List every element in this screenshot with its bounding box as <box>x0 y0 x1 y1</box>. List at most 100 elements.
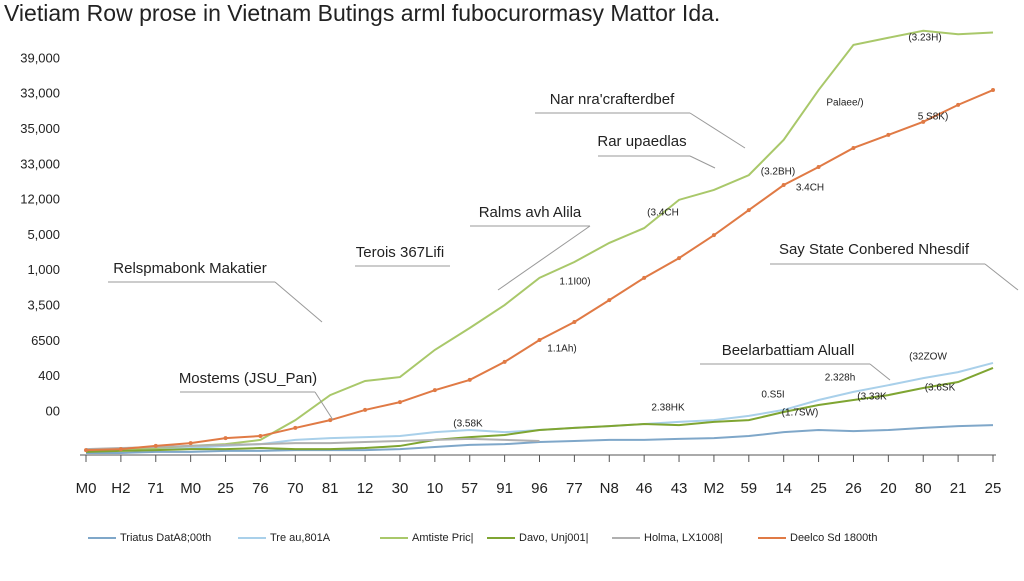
point <box>84 448 88 453</box>
point <box>746 208 751 213</box>
note-label: 3.4CH <box>796 183 824 194</box>
x-tick-label: 25 <box>217 480 234 497</box>
note-label: Palaee/) <box>826 98 863 109</box>
x-tick-label: N8 <box>600 480 619 497</box>
point <box>991 88 995 93</box>
leader-line <box>689 112 746 149</box>
annotation: Terois 367Lifi <box>356 244 444 261</box>
y-tick-label: 5,000 <box>27 227 60 242</box>
point <box>502 359 507 364</box>
leader-line <box>984 263 1019 291</box>
x-tick-label: 25 <box>985 480 1002 497</box>
point <box>711 233 716 238</box>
y-tick-label: 6500 <box>31 333 60 348</box>
note-label: (3.4CH <box>647 208 679 219</box>
x-tick-label: 21 <box>950 480 967 497</box>
x-tick-label: 25 <box>810 480 827 497</box>
point <box>153 443 158 448</box>
x-tick-label: 30 <box>392 480 409 497</box>
point <box>851 145 856 150</box>
point <box>607 298 612 303</box>
y-tick-label: 3,500 <box>27 298 60 313</box>
x-tick-label: 81 <box>322 480 339 497</box>
point <box>572 320 577 325</box>
point <box>781 183 786 188</box>
point <box>467 377 472 382</box>
note-label: (3.58K <box>453 419 483 430</box>
x-tick-label: M0 <box>180 480 201 497</box>
x-tick-label: 10 <box>427 480 444 497</box>
point <box>293 425 298 430</box>
legend-label: Triatus DatA8;00th <box>120 532 211 544</box>
leader-line <box>869 363 891 381</box>
y-tick-label: 1,000 <box>27 262 60 277</box>
leader-line <box>314 391 334 421</box>
annotation: Mostems (JSU_Pan) <box>179 370 317 387</box>
note-label: 1.1I00) <box>559 277 590 288</box>
note-label: (3.33K <box>857 392 887 403</box>
x-tick-label: 71 <box>147 480 164 497</box>
note-label: (32ZOW <box>909 352 947 363</box>
point <box>677 256 682 261</box>
x-tick-label: 70 <box>287 480 304 497</box>
legend-label: Holma, LX1008| <box>644 532 723 544</box>
note-label: (3.2BH) <box>761 167 795 178</box>
point <box>956 102 961 107</box>
x-tick-label: 20 <box>880 480 897 497</box>
x-tick-label: 96 <box>531 480 548 497</box>
point <box>921 119 926 124</box>
legend-label: Tre au,801A <box>270 532 331 544</box>
point <box>223 436 228 441</box>
x-tick-label: M0 <box>76 480 97 497</box>
series-line <box>85 437 540 451</box>
series-line <box>85 29 994 452</box>
note-label: 2.38HK <box>651 403 685 414</box>
y-tick-label: 35,000 <box>20 121 60 136</box>
annotation: Ralms avh Alila <box>479 204 582 221</box>
x-tick-label: 14 <box>775 480 792 497</box>
leader-line <box>274 281 323 323</box>
x-tick-label: H2 <box>111 480 130 497</box>
x-tick-label: 59 <box>740 480 757 497</box>
point <box>258 434 263 439</box>
point <box>886 132 891 137</box>
x-tick-label: 57 <box>461 480 478 497</box>
annotation: Relspmabonk Makatier <box>113 260 266 277</box>
annotation: Nar nra'crafterdbef <box>550 91 675 108</box>
series-line <box>86 424 994 454</box>
x-tick-label: 76 <box>252 480 269 497</box>
annotation: Say State Conbered Nhesdif <box>779 241 970 258</box>
leader-line <box>497 225 591 291</box>
note-label: 5 S8K) <box>918 112 949 123</box>
x-tick-label: 80 <box>915 480 932 497</box>
y-tick-label: 12,000 <box>20 192 60 207</box>
leader-line <box>689 155 716 169</box>
x-tick-label: 26 <box>845 480 862 497</box>
note-label: 0.S5I <box>761 390 784 401</box>
point <box>188 441 193 446</box>
point <box>328 418 333 423</box>
point <box>642 275 647 280</box>
x-tick-label: 91 <box>496 480 513 497</box>
legend-label: Amtiste Pric| <box>412 532 474 544</box>
y-tick-label: 39,000 <box>20 50 60 65</box>
annotation: Rar upaedlas <box>597 133 686 150</box>
note-label: (3.6SK <box>925 383 956 394</box>
legend-label: Deelco Sd 1800th <box>790 532 877 544</box>
note-label: 1.1Ah) <box>547 344 576 355</box>
legend-label: Davo, Unj001| <box>519 532 589 544</box>
note-label: (1.7SW) <box>782 408 819 419</box>
y-tick-label: 400 <box>38 368 60 383</box>
point <box>816 165 821 170</box>
point <box>118 447 123 452</box>
x-tick-label: 12 <box>357 480 374 497</box>
series-line <box>85 366 994 453</box>
chart-title: Vietiam Row prose in Vietnam Butings arm… <box>4 0 720 26</box>
point <box>432 388 437 393</box>
x-tick-label: M2 <box>704 480 725 497</box>
x-tick-label: 77 <box>566 480 583 497</box>
y-tick-label: 33,000 <box>20 156 60 171</box>
x-tick-label: 43 <box>671 480 688 497</box>
note-label: 2.328h <box>825 373 856 384</box>
